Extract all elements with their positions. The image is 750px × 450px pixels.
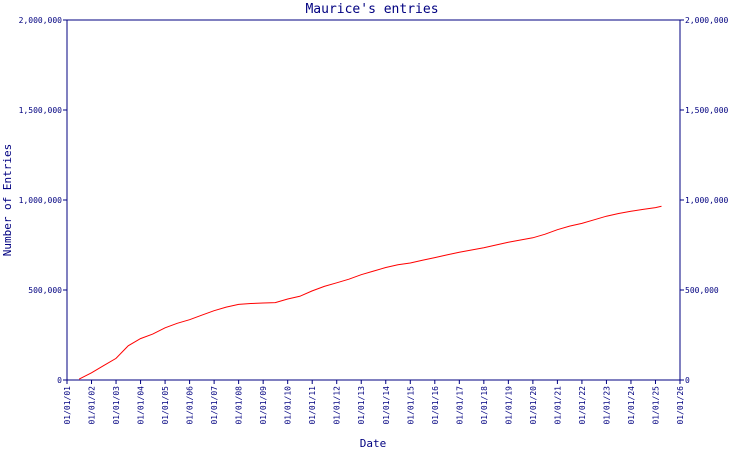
x-tick-label: 01/01/15 xyxy=(406,386,415,425)
x-tick-label: 01/01/25 xyxy=(651,386,660,425)
x-tick-label: 01/01/11 xyxy=(308,386,317,425)
x-tick-label: 01/01/23 xyxy=(602,386,611,425)
y-tick-label-right: 500,000 xyxy=(685,286,719,295)
series-line xyxy=(78,205,662,380)
x-tick-label: 01/01/09 xyxy=(259,386,268,425)
chart-title: Maurice's entries xyxy=(305,2,438,17)
y-tick-label-left: 1,500,000 xyxy=(19,106,63,115)
series-layer xyxy=(78,205,662,380)
x-tick-label: 01/01/08 xyxy=(235,386,244,425)
x-axis-label: Date xyxy=(360,437,387,450)
x-tick-label: 01/01/02 xyxy=(88,386,97,425)
x-tick-label: 01/01/21 xyxy=(553,386,562,425)
x-tick-label: 01/01/01 xyxy=(63,386,72,425)
x-tick-label: 01/01/18 xyxy=(480,386,489,425)
x-tick-label: 01/01/17 xyxy=(455,386,464,425)
x-tick-label: 01/01/13 xyxy=(357,386,366,425)
x-tick-label: 01/01/16 xyxy=(431,386,440,425)
y-tick-label-left: 1,000,000 xyxy=(19,196,63,205)
y-axis-label: Number of Entries xyxy=(1,144,14,257)
y-tick-label-right: 0 xyxy=(685,376,690,385)
x-tick-label: 01/01/06 xyxy=(186,386,195,425)
y-axis-left: 0 500,000 1,000,000 1,500,000 2,000,000 xyxy=(19,16,67,385)
x-tick-label: 01/01/20 xyxy=(529,386,538,425)
y-tick-label-left: 0 xyxy=(57,376,62,385)
x-tick-label: 01/01/24 xyxy=(627,386,636,425)
y-tick-label-right: 2,000,000 xyxy=(685,16,729,25)
x-tick-label: 01/01/04 xyxy=(137,386,146,425)
x-tick-label: 01/01/12 xyxy=(333,386,342,425)
plot-frame xyxy=(66,19,681,381)
x-axis: 01/01/01 01/01/02 01/01/03 01/01/04 01/01/05… xyxy=(63,380,685,425)
x-tick-label: 01/01/10 xyxy=(284,386,293,425)
y-tick-label-left: 2,000,000 xyxy=(19,16,63,25)
x-tick-label: 01/01/07 xyxy=(210,386,219,425)
x-tick-label: 01/01/22 xyxy=(578,386,587,425)
x-tick-label: 01/01/19 xyxy=(504,386,513,425)
y-tick-label-right: 1,500,000 xyxy=(685,106,729,115)
x-tick-label: 01/01/03 xyxy=(112,386,121,425)
x-tick-label: 01/01/26 xyxy=(676,386,685,425)
y-tick-label-right: 1,000,000 xyxy=(685,196,729,205)
x-tick-label: 01/01/05 xyxy=(161,386,170,425)
x-tick-label: 01/01/14 xyxy=(382,386,391,425)
y-axis-right: 0 500,000 1,000,000 1,500,000 2,000,000 xyxy=(680,16,729,385)
y-tick-label-left: 500,000 xyxy=(28,286,62,295)
